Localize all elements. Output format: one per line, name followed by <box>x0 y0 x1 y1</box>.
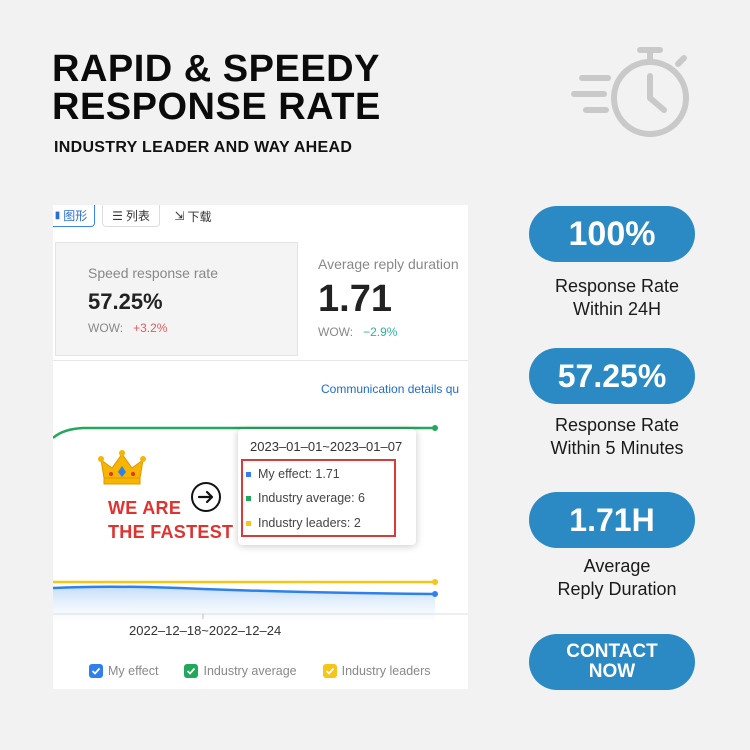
tab-graph[interactable]: ▮ 图形 <box>53 205 95 227</box>
stat-desc-line-2: Within 24H <box>572 299 662 319</box>
series-dot <box>246 520 251 526</box>
headline: RAPID & SPEEDY RESPONSE RATE <box>52 50 381 126</box>
card-label: Average reply duration <box>318 256 459 272</box>
legend-my-effect[interactable]: My effect <box>89 664 158 678</box>
industry-leaders-point <box>432 579 438 585</box>
legend-industry-leaders[interactable]: Industry leaders <box>322 664 431 678</box>
stat-badge-response-5min: 57.25% <box>529 348 695 404</box>
stat-desc-reply-duration: Average Reply Duration <box>529 555 705 601</box>
download-label: 下载 <box>187 209 212 224</box>
stat-desc-response-24h: Response Rate Within 24H <box>529 275 705 321</box>
wow-value: −2.9% <box>363 325 398 339</box>
card-label: Speed response rate <box>88 265 218 281</box>
legend-label: Industry average <box>203 664 297 678</box>
stat-desc-line-1: Response Rate <box>554 276 680 296</box>
tab-graph-label: 图形 <box>63 209 88 223</box>
download-button[interactable]: ⇲ 下载 <box>165 205 221 227</box>
chart-legend: My effect Industry average Industry lead… <box>89 664 431 678</box>
cta-line-1: CONTACT <box>566 641 658 662</box>
card-value: 1.71 <box>318 278 392 320</box>
tooltip-row-my-effect: My effect: 1.71 <box>246 467 340 481</box>
fastest-callout: WE ARE THE FASTEST <box>108 496 233 544</box>
trend-chart <box>53 425 468 620</box>
my-effect-point <box>432 591 438 597</box>
series-dot <box>246 495 251 501</box>
checkbox-checked-icon <box>322 664 337 678</box>
series-dot <box>246 471 251 477</box>
tab-list[interactable]: ☰ 列表 <box>102 205 160 227</box>
tab-list-label: 列表 <box>125 209 150 223</box>
headline-line-1: RAPID & SPEEDY <box>52 48 380 90</box>
tooltip-row-label: Industry leaders: 2 <box>258 516 361 530</box>
tooltip-highlight-box <box>241 459 396 537</box>
tooltip-row-label: Industry average: 6 <box>258 491 366 505</box>
stat-badge-reply-duration: 1.71H <box>529 492 695 548</box>
my-effect-line <box>53 585 436 596</box>
tooltip-row-industry-average: Industry average: 6 <box>246 491 365 505</box>
wow-label: WOW: <box>88 321 124 335</box>
tooltip-row-label: My effect: 1.71 <box>258 467 340 481</box>
stat-desc-line-1: Response Rate <box>554 415 680 435</box>
tooltip-row-industry-leaders: Industry leaders: 2 <box>246 516 361 530</box>
stat-desc-line-2: Reply Duration <box>557 579 677 599</box>
stat-desc-response-5min: Response Rate Within 5 Minutes <box>529 414 705 460</box>
card-value: 57.25% <box>88 289 163 314</box>
download-icon: ⇲ <box>174 209 185 223</box>
bar-chart-icon: ▮ <box>54 210 61 221</box>
industry-average-line <box>53 426 435 439</box>
checkbox-checked-icon <box>89 664 103 678</box>
legend-label: Industry leaders <box>341 664 431 678</box>
card-wow: WOW: +3.2% <box>88 321 167 335</box>
crown-icon <box>98 450 146 485</box>
arrow-right-circle-icon <box>191 482 221 512</box>
wow-label: WOW: <box>318 325 354 339</box>
contact-now-button[interactable]: CONTACT NOW <box>529 634 695 690</box>
x-range-label: 2022–12–18~2022–12–24 <box>129 623 282 638</box>
stat-desc-line-1: Average <box>583 556 651 576</box>
divider <box>53 360 468 361</box>
headline-line-2: RESPONSE RATE <box>52 86 381 128</box>
card-wow: WOW: −2.9% <box>318 325 397 339</box>
cta-line-2: NOW <box>588 661 636 682</box>
wow-value: +3.2% <box>133 321 168 335</box>
view-tabs: ▮ 图形 ☰ 列表 ⇲ 下载 <box>53 205 468 227</box>
fastest-line-1: WE ARE <box>108 498 182 518</box>
stat-badge-response-24h: 100% <box>529 206 695 262</box>
checkbox-checked-icon <box>184 664 199 678</box>
industry-average-point <box>432 425 438 431</box>
list-icon: ☰ <box>112 208 123 223</box>
speed-response-card: Speed response rate 57.25% WOW: +3.2% <box>55 242 298 356</box>
headline-subtitle: INDUSTRY LEADER AND WAY AHEAD <box>54 139 353 156</box>
legend-label: My effect <box>108 664 159 678</box>
tooltip-date: 2023–01–01~2023–01–07 <box>250 439 403 454</box>
avg-reply-card: Average reply duration 1.71 WOW: −2.9% <box>301 242 468 356</box>
chart-tooltip: 2023–01–01~2023–01–07 My effect: 1.71 In… <box>238 429 416 545</box>
stat-desc-line-2: Within 5 Minutes <box>550 438 684 458</box>
my-effect-area <box>53 586 435 620</box>
legend-industry-average[interactable]: Industry average <box>184 664 297 678</box>
fastest-line-2: THE FASTEST <box>108 522 234 542</box>
communication-details-link[interactable]: Communication details qu <box>321 382 460 396</box>
stopwatch-icon <box>571 47 689 137</box>
analytics-screenshot: ▮ 图形 ☰ 列表 ⇲ 下载 Speed response rate 57.25… <box>53 205 468 689</box>
